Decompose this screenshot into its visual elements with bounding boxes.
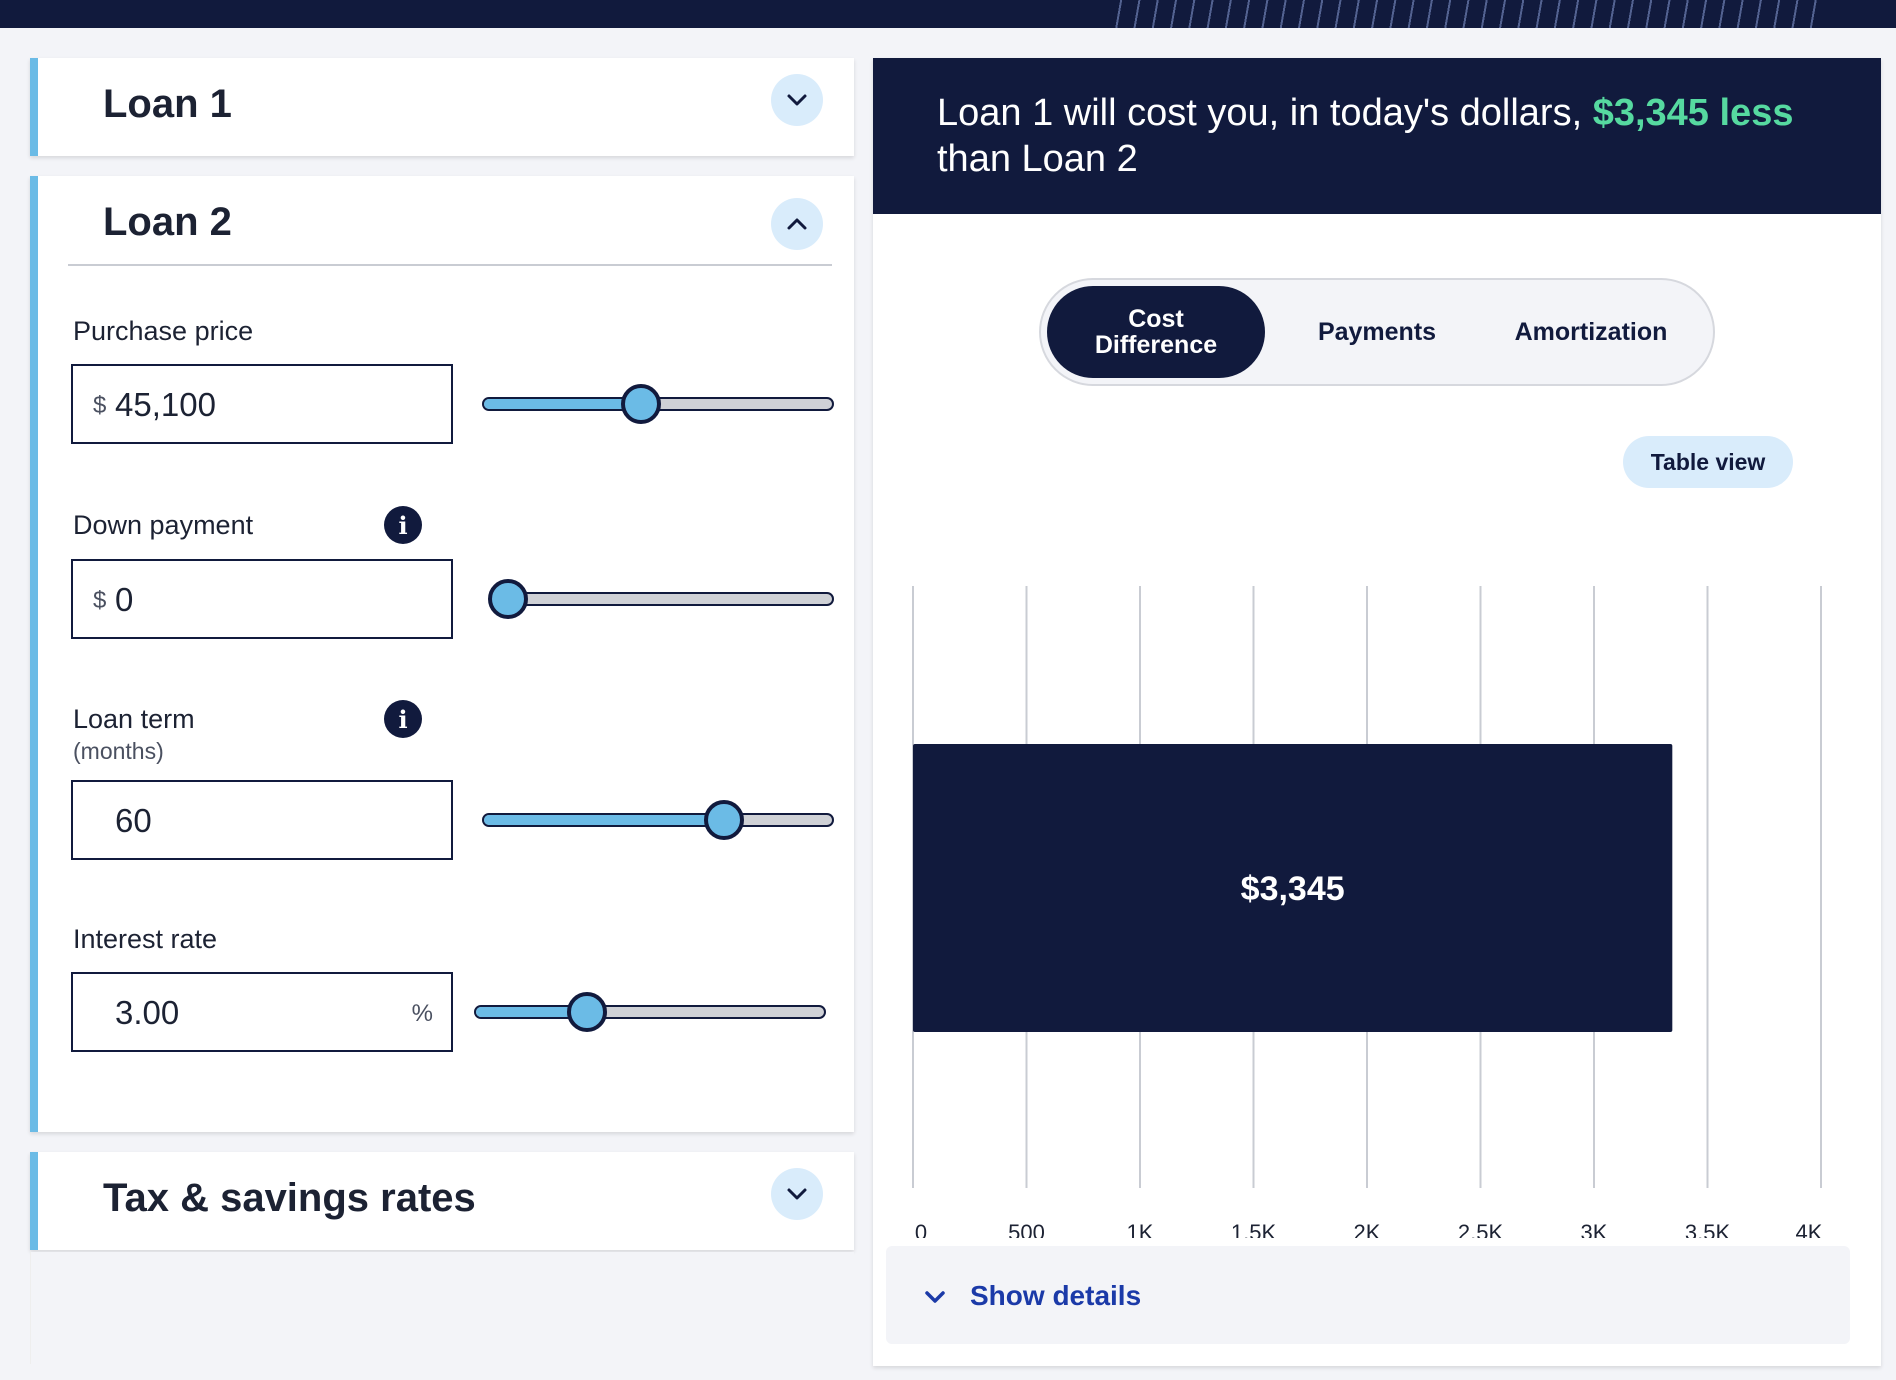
interest-rate-slider[interactable] bbox=[474, 992, 826, 1032]
x-tick-label: 0 bbox=[915, 1220, 927, 1238]
tab-payments[interactable]: Payments bbox=[1317, 318, 1437, 346]
cost-difference-bar bbox=[913, 744, 1673, 1032]
interest-rate-label: Interest rate bbox=[73, 924, 218, 954]
info-icon[interactable]: i bbox=[384, 700, 422, 738]
show-details-label: Show details bbox=[970, 1280, 1142, 1311]
slider-fill bbox=[476, 1007, 588, 1017]
x-tick-label: 2.5K bbox=[1458, 1220, 1504, 1238]
tab-cost-difference[interactable]: Cost Difference bbox=[1047, 286, 1265, 378]
chevron-up-icon bbox=[787, 218, 807, 230]
interest-rate-value: 3.00 bbox=[115, 994, 180, 1031]
currency-prefix: $ bbox=[93, 587, 107, 614]
view-tabs: Cost Difference Payments Amortization bbox=[1039, 278, 1715, 386]
summary-text-before: Loan 1 will cost you, in today's dollars… bbox=[937, 92, 1593, 134]
x-tick-label: 1K bbox=[1127, 1220, 1154, 1238]
x-tick-label: 2K bbox=[1354, 1220, 1381, 1238]
loan-2-title: Loan 2 bbox=[103, 200, 232, 244]
currency-prefix: $ bbox=[93, 392, 107, 419]
interest-rate-input[interactable]: 3.00 % bbox=[71, 972, 453, 1052]
show-details-toggle[interactable]: Show details bbox=[886, 1246, 1850, 1344]
percent-suffix: % bbox=[411, 1000, 433, 1027]
chevron-down-icon bbox=[787, 1188, 807, 1200]
x-tick-label: 3.5K bbox=[1685, 1220, 1731, 1238]
tax-savings-title: Tax & savings rates bbox=[103, 1176, 476, 1220]
slider-fill bbox=[484, 399, 641, 409]
down-payment-input[interactable]: $ 0 bbox=[71, 559, 453, 639]
cost-difference-chart: $3,345 0 500 1K 1.5K 2K 2.5K 3K 3.5K 4K bbox=[912, 586, 1823, 1238]
left-column-filler bbox=[30, 1252, 854, 1364]
bar-data-label: $3,345 bbox=[1241, 870, 1345, 908]
panel-divider bbox=[68, 264, 832, 266]
loan-1-expand-button[interactable] bbox=[771, 74, 823, 126]
top-banner bbox=[0, 0, 1896, 28]
banner-decoration bbox=[1110, 0, 1820, 28]
purchase-price-input[interactable]: $ 45,100 bbox=[71, 364, 453, 444]
purchase-price-slider[interactable] bbox=[482, 384, 834, 424]
loan-term-label: Loan term bbox=[73, 704, 195, 734]
loan-term-sublabel: (months) bbox=[73, 738, 164, 764]
purchase-price-value: 45,100 bbox=[115, 386, 216, 423]
summary-banner: Loan 1 will cost you, in today's dollars… bbox=[873, 58, 1881, 214]
down-payment-slider[interactable] bbox=[488, 579, 834, 619]
x-tick-label: 3K bbox=[1581, 1220, 1608, 1238]
summary-text-after: than Loan 2 bbox=[937, 138, 1138, 180]
chevron-down-icon bbox=[787, 94, 807, 106]
loan-1-panel[interactable]: Loan 1 bbox=[30, 58, 854, 156]
loan-1-title: Loan 1 bbox=[103, 82, 232, 126]
tax-savings-panel[interactable]: Tax & savings rates bbox=[30, 1152, 854, 1250]
slider-fill bbox=[484, 815, 725, 825]
results-panel: Loan 1 will cost you, in today's dollars… bbox=[873, 58, 1881, 1366]
x-tick-label: 1.5K bbox=[1231, 1220, 1277, 1238]
purchase-price-label: Purchase price bbox=[73, 316, 254, 346]
loan-term-slider-thumb[interactable] bbox=[704, 800, 745, 840]
table-view-button[interactable]: Table view bbox=[1623, 436, 1793, 488]
chevron-down-icon bbox=[925, 1291, 945, 1303]
down-payment-value: 0 bbox=[115, 581, 134, 618]
x-tick-label: 4K bbox=[1796, 1220, 1823, 1238]
down-payment-slider-thumb[interactable] bbox=[488, 579, 528, 619]
loan-2-collapse-button[interactable] bbox=[771, 198, 823, 250]
summary-highlight: $3,345 less bbox=[1592, 92, 1794, 134]
tab-amortization[interactable]: Amortization bbox=[1514, 318, 1668, 346]
x-tick-label: 500 bbox=[1008, 1220, 1045, 1238]
loan-term-value: 60 bbox=[115, 802, 152, 839]
tax-savings-expand-button[interactable] bbox=[771, 1168, 823, 1220]
loan-term-input[interactable]: 60 bbox=[71, 780, 453, 860]
loan-2-panel: Loan 2 Purchase price $ 45,100 Down paym… bbox=[30, 176, 854, 1132]
purchase-price-slider-thumb[interactable] bbox=[620, 384, 661, 424]
down-payment-label: Down payment bbox=[73, 510, 254, 540]
loan-term-slider[interactable] bbox=[482, 800, 834, 840]
info-icon[interactable]: i bbox=[384, 506, 422, 544]
interest-rate-slider-thumb[interactable] bbox=[567, 992, 608, 1032]
